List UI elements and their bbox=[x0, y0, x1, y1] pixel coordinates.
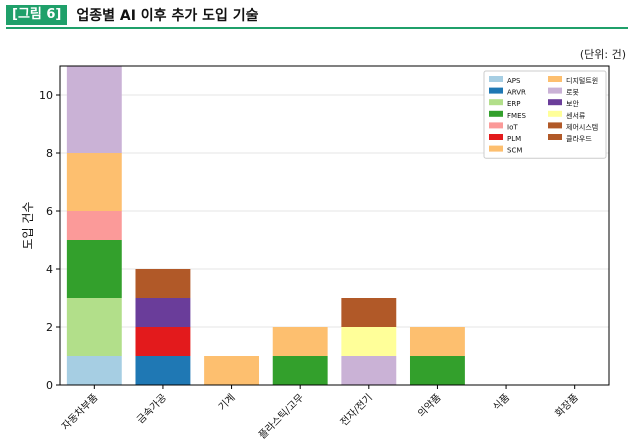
bar-segment bbox=[409, 356, 465, 385]
bar-segment bbox=[135, 356, 191, 385]
bar-segment bbox=[66, 356, 122, 385]
legend-swatch bbox=[548, 134, 562, 140]
bar-segment bbox=[272, 327, 328, 356]
figure-title: 업종별 AI 이후 추가 도입 기술 bbox=[76, 8, 259, 24]
x-tick-label: 전자/전기 bbox=[338, 392, 375, 429]
legend-swatch bbox=[489, 145, 503, 152]
legend-swatch bbox=[489, 76, 503, 82]
bar-segment bbox=[135, 298, 191, 327]
legend-swatch bbox=[489, 110, 503, 117]
legend-label: FMES bbox=[507, 112, 526, 120]
legend-swatch bbox=[489, 99, 503, 106]
legend-label: 디지털트윈 bbox=[566, 76, 598, 85]
x-tick-label: 금속가공 bbox=[135, 392, 170, 427]
legend-box bbox=[483, 70, 607, 159]
y-tick-label: 4 bbox=[46, 263, 53, 276]
legend-label: 센서류 bbox=[566, 111, 586, 120]
legend-swatch bbox=[548, 87, 562, 94]
legend-label: 로봇 bbox=[566, 89, 579, 97]
legend-label: ARVR bbox=[507, 89, 526, 97]
y-axis-label: 도입 건수 bbox=[21, 202, 35, 250]
bar-segment bbox=[66, 153, 122, 211]
y-tick-label: 10 bbox=[39, 89, 53, 102]
plot-frame bbox=[59, 65, 610, 386]
y-tick-label: 8 bbox=[46, 147, 53, 160]
bar-segment bbox=[341, 356, 397, 385]
legend-swatch bbox=[489, 122, 503, 129]
x-tick-label: 기계 bbox=[216, 392, 238, 414]
legend-swatch bbox=[489, 87, 503, 94]
y-tick-label: 6 bbox=[46, 205, 53, 218]
y-tick-label: 0 bbox=[46, 379, 53, 392]
legend-swatch bbox=[548, 110, 562, 117]
legend-label: IoT bbox=[507, 123, 518, 131]
figure-header: [그림 6] 업종별 AI 이후 추가 도입 기술 bbox=[6, 4, 258, 26]
bar-segment bbox=[66, 240, 122, 298]
bar-segment bbox=[341, 327, 397, 356]
legend-label: 보안 bbox=[566, 99, 579, 108]
x-tick-label: 화장품 bbox=[553, 392, 581, 420]
bar-segment bbox=[66, 66, 122, 153]
bar-segment bbox=[204, 356, 260, 385]
unit-note: (단위: 건) bbox=[579, 48, 626, 61]
legend-label: APS bbox=[507, 77, 521, 85]
figure-tag: [그림 6] bbox=[6, 5, 68, 25]
legend-swatch bbox=[489, 134, 503, 140]
legend-label: 제어시스템 bbox=[566, 122, 598, 131]
y-tick-label: 2 bbox=[46, 321, 53, 334]
bar-segment bbox=[135, 269, 191, 298]
header-rule bbox=[6, 27, 628, 29]
legend-label: ERP bbox=[507, 100, 521, 108]
x-tick-label: 의약품 bbox=[416, 392, 444, 420]
bar-segment bbox=[272, 356, 328, 385]
bar-segment bbox=[135, 327, 191, 356]
x-tick-label: 플라스틱/고무 bbox=[256, 392, 306, 442]
bar-segment bbox=[66, 298, 122, 356]
legend-label: SCM bbox=[507, 147, 522, 155]
legend-label: 클라우드 bbox=[566, 134, 592, 143]
bar-segment bbox=[341, 298, 397, 327]
bar-segment bbox=[66, 211, 122, 240]
legend-swatch bbox=[548, 76, 562, 82]
bar-segment bbox=[409, 327, 465, 356]
legend-swatch bbox=[548, 99, 562, 106]
x-tick-label: 자동차부품 bbox=[59, 392, 100, 433]
x-tick-label: 식품 bbox=[491, 392, 513, 414]
legend-label: PLM bbox=[507, 135, 521, 143]
legend-swatch bbox=[548, 122, 562, 129]
